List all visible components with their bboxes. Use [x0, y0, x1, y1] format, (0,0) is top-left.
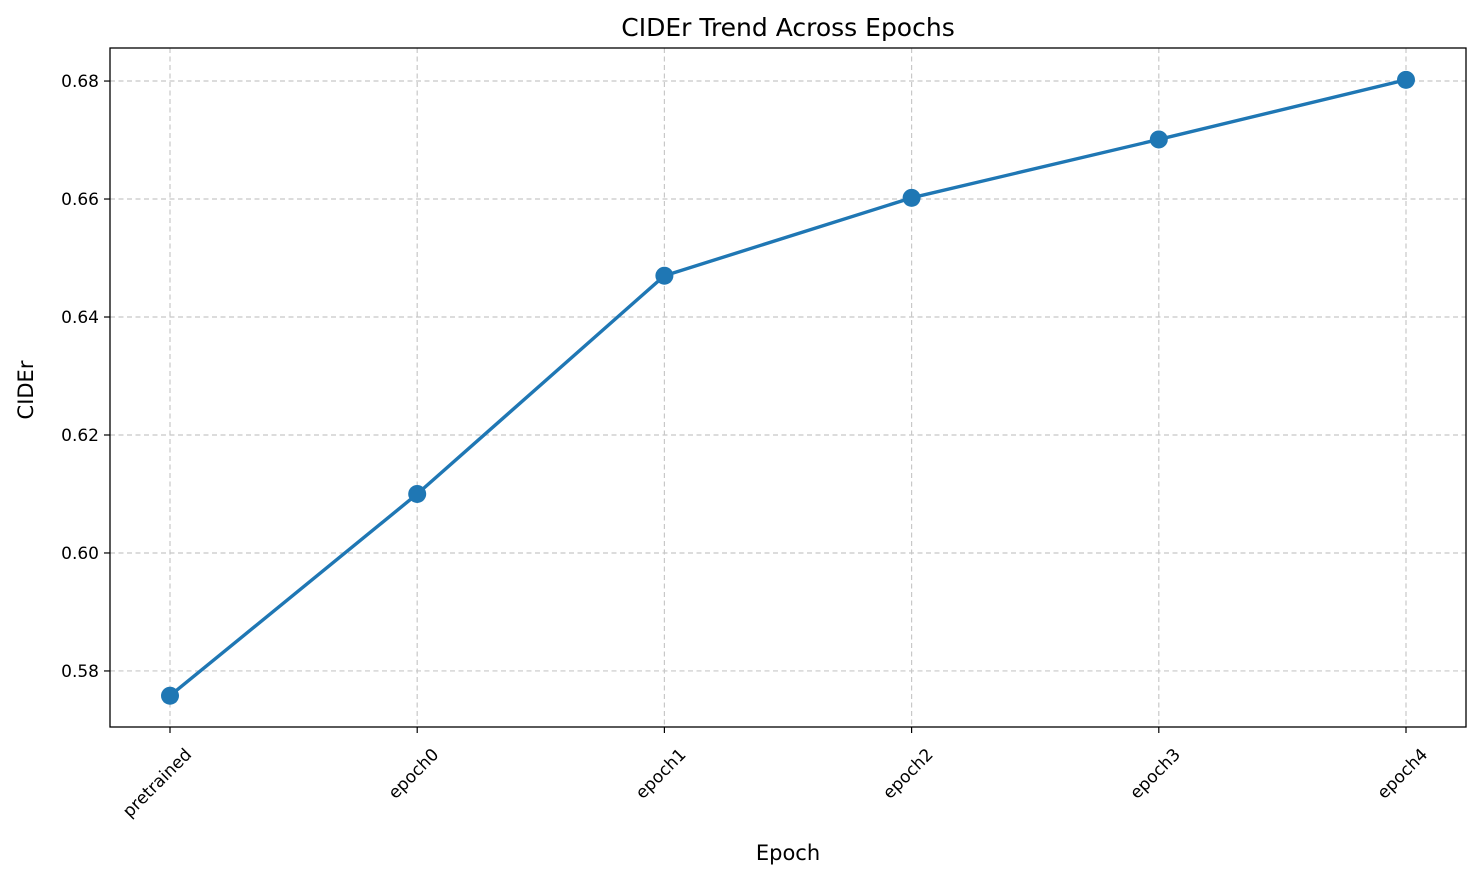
x-tick-label: epoch4 [1374, 745, 1432, 803]
x-tick-label: epoch1 [632, 745, 690, 803]
series-layer [161, 70, 1415, 705]
y-tick-label: 0.62 [61, 426, 99, 446]
x-tick-label: pretrained [119, 745, 196, 822]
y-tick-label: 0.58 [61, 662, 99, 682]
data-point-epoch3 [1149, 130, 1168, 149]
y-tick-label: 0.68 [61, 72, 99, 92]
data-point-epoch2 [902, 188, 921, 207]
x-tick-label: epoch2 [879, 745, 937, 803]
x-axis-label: Epoch [756, 841, 820, 865]
x-tick-label: epoch0 [385, 745, 443, 803]
chart-title: CIDEr Trend Across Epochs [621, 13, 954, 42]
plot-area-frame [109, 47, 1467, 728]
series-line [168, 78, 1408, 698]
data-point-pretrained [161, 686, 179, 705]
ticks-layer: pretrained epoch0 epoch1 epoch2 epoch3 epoch4… [61, 72, 1432, 822]
y-axis-label: CIDEr [14, 360, 38, 419]
y-tick-label: 0.66 [61, 190, 99, 210]
data-point-epoch0 [408, 484, 427, 503]
grid-layer [110, 48, 1466, 727]
y-tick-label: 0.64 [61, 308, 99, 328]
data-point-epoch4 [1397, 70, 1415, 89]
x-tick-label: epoch3 [1126, 745, 1184, 803]
data-point-epoch1 [655, 266, 674, 285]
y-tick-label: 0.60 [61, 544, 99, 564]
